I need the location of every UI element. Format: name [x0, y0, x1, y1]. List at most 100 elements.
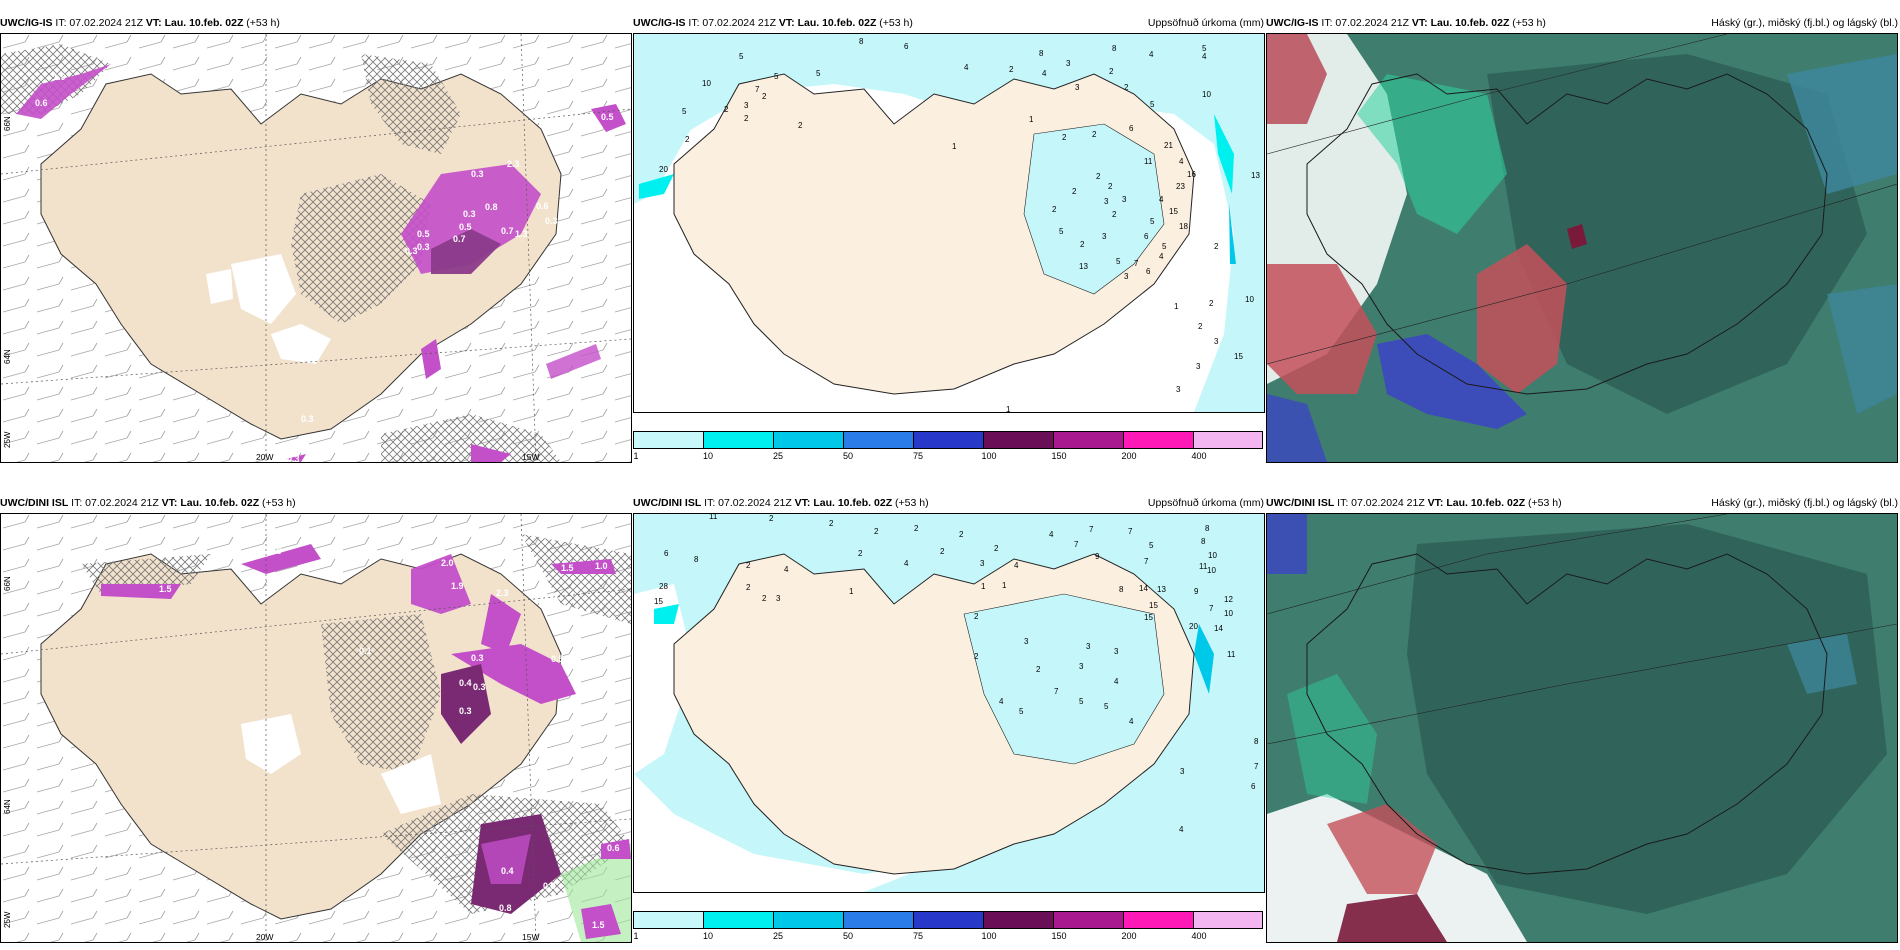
precip-label: 8	[1205, 524, 1210, 533]
iceland-coastline	[1306, 553, 1828, 875]
snow-label: 0.7	[453, 234, 466, 244]
snow-depth-labels: 1.9 0.6 0.3 2.3 0.3 0.8 0.5 0.3 0.7 0.5 …	[35, 72, 614, 462]
snow-label: 0.3	[405, 246, 418, 256]
precip-label: 20	[1189, 622, 1198, 631]
map-frame[interactable]: 11 2 2 2 2 2 2 4 7 7 8 8 7 6 8 9 2 4 2 4	[633, 513, 1265, 893]
colorbar-tick: 400	[1191, 931, 1207, 941]
precip-label: 4	[1014, 561, 1019, 570]
precip-label: 15	[654, 597, 663, 606]
precip-moderate	[654, 604, 679, 624]
snow-label: 0.3	[471, 653, 484, 663]
precip-label: 10	[702, 79, 711, 88]
precip-label: 4	[1042, 69, 1047, 78]
precip-label: 2	[829, 519, 834, 528]
colorbar-box	[1123, 911, 1194, 929]
colorbar-box	[1123, 431, 1194, 449]
precip-label: 6	[1144, 232, 1149, 241]
panel-wind-snow-igis: UWC/IG-IS IT: 07.02.2024 21Z VT: Lau. 10…	[0, 13, 636, 465]
precip-label: 3	[1214, 337, 1219, 346]
colorbar-box	[1193, 431, 1263, 449]
low-cloud	[1377, 334, 1527, 429]
precip-label: 5	[739, 52, 744, 61]
precip-label: 2	[994, 544, 999, 553]
precip-label: 3	[776, 594, 781, 603]
precip-label: 10	[1202, 90, 1211, 99]
colorbar-box	[1053, 431, 1124, 449]
precip-label: 2	[874, 527, 879, 536]
precip-label: 4	[999, 697, 1004, 706]
precip-label: 18	[1179, 222, 1188, 231]
precip-label: 5	[1059, 227, 1064, 236]
colorbar-tick: 75	[912, 931, 924, 941]
precip-label: 7	[1128, 527, 1133, 536]
colorbar-tick: 10	[702, 931, 714, 941]
snow-label: 0.6	[536, 201, 549, 211]
snow-label: 0.3	[471, 169, 484, 179]
precip-label: 1	[1006, 405, 1011, 412]
precip-label: 11	[709, 514, 718, 521]
map-frame[interactable]: 8 6 5 4 2 4 8 3 8 4 5 5 5 3 2 2 10 10 7 …	[633, 33, 1265, 413]
snow-label: 2.3	[507, 159, 520, 169]
precip-label: 2	[744, 114, 749, 123]
precip-label: 20	[659, 165, 668, 174]
precip-label: 1	[981, 582, 986, 591]
precip-label: 15	[1234, 352, 1243, 361]
precip-colorbar: 1 10 25 50 75 100 150 200 400	[633, 911, 1263, 945]
precip-label: 6	[1146, 267, 1151, 276]
snow-label: 0.3	[543, 881, 556, 891]
colorbar-tick: 200	[1121, 451, 1137, 461]
snow-label: 0.3	[459, 706, 472, 716]
precip-label: 11	[1199, 562, 1208, 571]
precip-label: 5	[682, 107, 687, 116]
lon-label: 25W	[3, 911, 12, 928]
high-cloud	[1407, 524, 1887, 914]
map-frame[interactable]: 1.9 0.6 0.3 2.3 0.3 0.8 0.5 0.3 0.7 0.5 …	[0, 33, 632, 463]
precip-label: 4	[964, 63, 969, 72]
precip-label: 2	[1214, 242, 1219, 251]
snow-label: 0.3	[287, 454, 300, 462]
precip-label: 3	[1176, 385, 1181, 394]
lon-label: 15W	[522, 452, 540, 462]
snow-label: 0.5	[601, 112, 614, 122]
precip-label: 2	[762, 594, 767, 603]
precip-label: 5	[1150, 217, 1155, 226]
precip-label: 3	[1196, 362, 1201, 371]
snow-label: 1.3	[515, 229, 528, 239]
precip-label: 1	[849, 587, 854, 596]
precip-label: 12	[1224, 595, 1233, 604]
map-frame[interactable]	[1266, 513, 1898, 943]
precip-label: 3	[1079, 662, 1084, 671]
precip-label: 1	[1174, 302, 1179, 311]
precip-label: 4	[1049, 530, 1054, 539]
precip-label: 4	[1129, 717, 1134, 726]
precip-label: 3	[1122, 195, 1127, 204]
precip-label: 11	[1227, 650, 1236, 659]
precip-label: 3	[744, 101, 749, 110]
precip-label: 5	[1162, 242, 1167, 251]
colorbar-box	[633, 431, 704, 449]
colorbar-box	[983, 431, 1054, 449]
precip-label: 15	[1169, 207, 1178, 216]
precip-label: 7	[1074, 540, 1079, 549]
precip-label: 7	[1254, 762, 1259, 771]
snow-label: 0.6	[35, 98, 48, 108]
precip-label: 8	[1254, 737, 1259, 746]
map-frame[interactable]: 1.1 0.6 2.0 1.5 1.0 1.9 1.5 2.3 0.1 0.3 …	[0, 513, 632, 943]
precip-amount-labels: 11 2 2 2 2 2 2 4 7 7 8 8 7 6 8 9 2 4 2 4	[654, 514, 1259, 834]
precip-label: 15	[1149, 601, 1158, 610]
precip-label: 6	[1251, 782, 1256, 791]
map-frame[interactable]	[1266, 33, 1898, 463]
snow-label: 0.1	[359, 646, 372, 656]
precip-label: 4	[1149, 50, 1154, 59]
precip-label: 7	[755, 85, 760, 94]
precip-label: 16	[1187, 170, 1196, 179]
snow-depth-labels: 1.1 0.6 2.0 1.5 1.0 1.9 1.5 2.3 0.1 0.3 …	[159, 528, 620, 930]
precip-label: 4	[1114, 677, 1119, 686]
lon-label: 25W	[3, 431, 12, 448]
precip-label: 2	[1124, 83, 1129, 92]
precip-label: 2	[974, 652, 979, 661]
precip-label: 3	[1124, 272, 1129, 281]
precip-label: 5	[1104, 702, 1109, 711]
colorbar-tick: 150	[1051, 451, 1067, 461]
colorbar-box	[633, 911, 704, 929]
